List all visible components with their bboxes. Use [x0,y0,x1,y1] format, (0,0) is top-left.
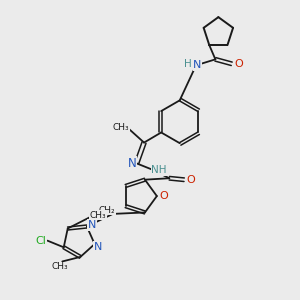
Text: N: N [88,220,96,230]
Text: O: O [234,59,243,69]
Text: H: H [184,59,192,69]
Text: NH: NH [151,165,167,175]
Text: CH₃: CH₃ [90,211,106,220]
Text: O: O [186,175,195,185]
Text: Cl: Cl [35,236,46,246]
Text: O: O [159,191,168,201]
Text: CH₂: CH₂ [99,206,115,215]
Text: N: N [128,157,136,170]
Text: CH₃: CH₃ [52,262,68,271]
Text: CH₃: CH₃ [112,123,129,132]
Text: N: N [194,60,202,70]
Text: N: N [94,242,102,252]
